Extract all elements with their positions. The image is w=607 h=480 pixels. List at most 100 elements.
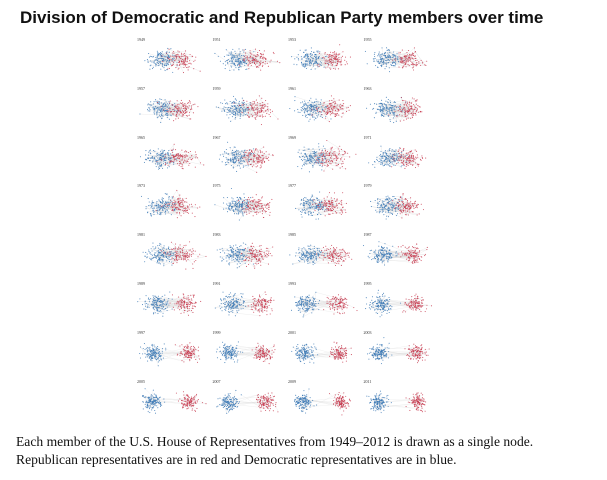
network-graph [289, 95, 351, 122]
republican-nodes [405, 391, 426, 412]
caption-line-2: Republican representatives are in red an… [16, 452, 457, 467]
republican-nodes [391, 47, 427, 71]
panel-year-label: 2001 [288, 329, 296, 335]
network-graph [139, 98, 199, 123]
republican-nodes [323, 294, 358, 315]
republican-nodes [238, 48, 280, 71]
republican-nodes [316, 245, 353, 267]
network-graph [215, 341, 275, 365]
democrat-nodes [213, 188, 254, 221]
panel-year-label: 2007 [212, 378, 221, 384]
panel-year-label: 1961 [288, 85, 296, 91]
network-graph [215, 389, 278, 414]
republican-nodes [397, 243, 428, 265]
democrat-nodes [365, 390, 392, 413]
network-graph [144, 47, 201, 74]
republican-nodes [237, 146, 274, 173]
network-panel: 1985 [285, 231, 359, 277]
republican-nodes [401, 293, 432, 313]
republican-nodes [328, 391, 352, 416]
panel-year-label: 1951 [212, 37, 221, 42]
republican-nodes [155, 190, 201, 219]
panel-year-label: 2009 [288, 378, 296, 384]
democrat-nodes [137, 291, 173, 317]
democrat-nodes [140, 193, 180, 217]
network-graph [367, 145, 426, 169]
network-panel: 1995 [361, 280, 435, 326]
panel-year-label: 1999 [212, 329, 221, 335]
democrat-nodes [139, 147, 179, 170]
panel-year-label: 1963 [363, 85, 372, 91]
network-panel: 1957 [134, 85, 208, 131]
republican-nodes [312, 192, 347, 217]
network-graph [142, 241, 207, 270]
panel-year-label: 1975 [212, 183, 221, 189]
panel-year-label: 1993 [288, 281, 296, 286]
republican-nodes [403, 343, 430, 363]
republican-nodes [175, 390, 207, 412]
network-graph [218, 141, 274, 173]
democrat-nodes [144, 47, 180, 73]
edges [140, 342, 200, 366]
panel-year-label: 1971 [363, 134, 372, 140]
network-panel: 1975 [210, 182, 284, 228]
page-title: Division of Democratic and Republican Pa… [20, 8, 544, 27]
republican-nodes [237, 194, 272, 219]
republican-nodes [316, 44, 351, 70]
republican-nodes [255, 392, 278, 413]
network-panel: 1973 [134, 182, 208, 228]
network-panel: 2007 [210, 378, 284, 424]
network-panel: 1983 [210, 231, 284, 277]
edges [215, 95, 278, 122]
panel-year-label: 2011 [363, 378, 372, 384]
network-graph [290, 291, 358, 318]
network-panel: 1955 [361, 36, 435, 82]
republican-nodes [251, 342, 275, 365]
democrat-nodes [142, 242, 177, 267]
network-panel: 1949 [134, 36, 208, 82]
network-graph [139, 342, 201, 367]
edges [368, 241, 427, 266]
network-graph [214, 291, 274, 317]
network-graph [213, 188, 272, 221]
panel-year-label: 1991 [212, 281, 221, 286]
panel-year-label: 1979 [363, 183, 372, 189]
panel-year-label: 1973 [137, 183, 145, 189]
democrat-nodes [218, 141, 254, 172]
network-graph [362, 241, 428, 266]
network-panel: 1993 [285, 280, 359, 326]
republican-nodes [232, 95, 279, 125]
network-panel: 2001 [285, 329, 359, 375]
democrat-nodes [216, 242, 254, 269]
republican-nodes [315, 139, 357, 172]
network-graph [216, 242, 273, 269]
network-graph [289, 244, 353, 267]
network-graph [364, 47, 427, 73]
network-panel: 1987 [361, 231, 435, 277]
caption: Each member of the U.S. House of Represe… [16, 433, 596, 469]
network-panel: 2009 [285, 378, 359, 424]
panel-year-label: 1987 [363, 232, 372, 238]
panel-year-label: 1997 [137, 329, 145, 335]
democrat-nodes [291, 47, 329, 71]
democrat-nodes [215, 341, 243, 363]
network-panel: 1951 [210, 36, 284, 82]
panel-year-label: 1957 [137, 85, 145, 91]
edges [292, 245, 350, 266]
democrat-nodes [294, 388, 318, 414]
panel-year-label: 2005 [137, 378, 145, 384]
network-panel: 2011 [361, 378, 435, 424]
democrat-nodes [364, 289, 401, 318]
democrat-nodes [369, 196, 405, 220]
network-panel: 1999 [210, 329, 284, 375]
republican-nodes [160, 241, 207, 270]
republican-nodes [169, 293, 202, 316]
network-panel: 2005 [134, 378, 208, 424]
network-panel: 2003 [361, 329, 435, 375]
democrat-nodes [290, 291, 321, 318]
panel-year-label: 1959 [212, 85, 221, 91]
republican-nodes [156, 143, 205, 169]
network-graph [364, 289, 432, 318]
panel-year-label: 1985 [288, 232, 296, 238]
democrat-nodes [289, 244, 328, 266]
